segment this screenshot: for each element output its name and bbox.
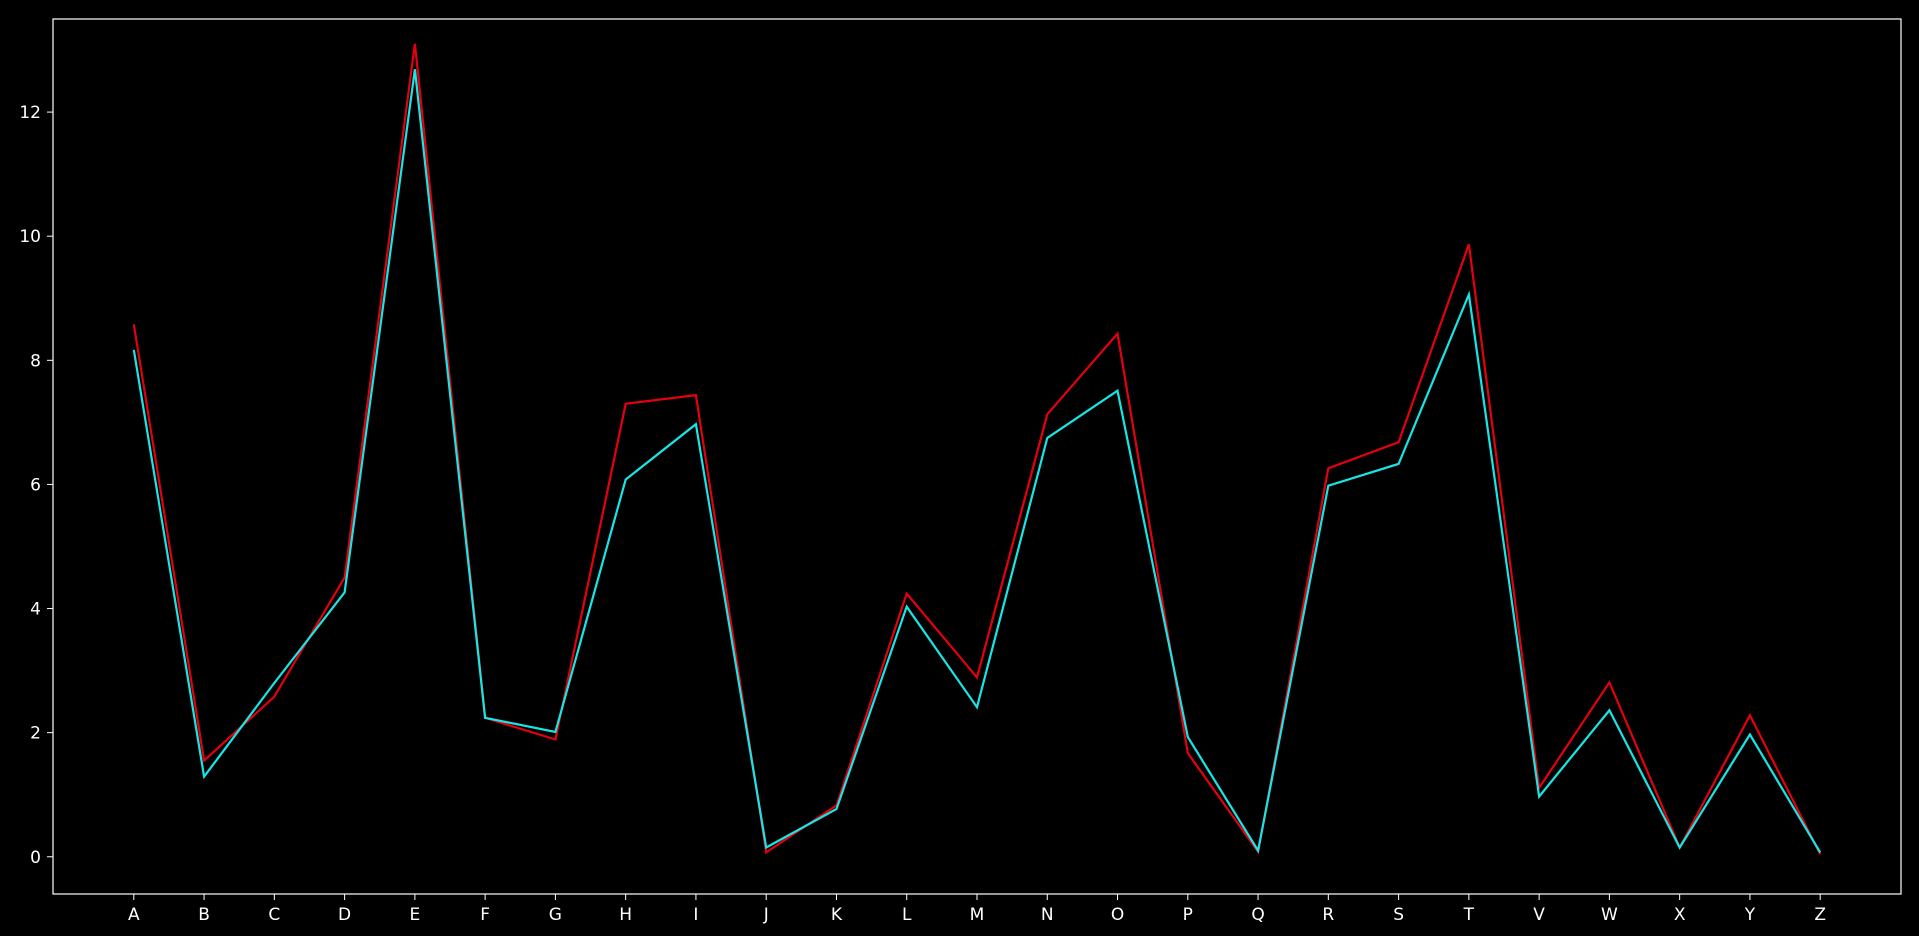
plot-frame <box>53 19 1901 894</box>
x-tick-label: N <box>1041 905 1054 925</box>
x-tick-label: Z <box>1814 905 1826 925</box>
x-tick-label: W <box>1601 905 1618 925</box>
x-tick-label: X <box>1674 905 1686 925</box>
y-tick-label: 10 <box>19 227 41 247</box>
x-tick-label: O <box>1111 905 1124 925</box>
x-tick-label: K <box>831 905 843 925</box>
x-tick-label: A <box>128 905 140 925</box>
y-tick-label: 6 <box>30 475 41 495</box>
y-tick-label: 12 <box>19 103 41 123</box>
x-tick-label: J <box>763 905 769 925</box>
series-line-1 <box>134 44 1820 855</box>
x-tick-label: S <box>1393 905 1404 925</box>
x-tick-label: F <box>480 905 490 925</box>
x-tick-label: I <box>693 905 698 925</box>
x-tick-label: C <box>268 905 280 925</box>
y-tick-label: 2 <box>30 724 41 744</box>
x-tick-label: Q <box>1251 905 1264 925</box>
series-group <box>134 44 1820 855</box>
x-tick-label: Y <box>1744 905 1756 925</box>
x-tick-label: E <box>409 905 420 925</box>
x-tick-label: M <box>970 905 985 925</box>
x-tick-label: D <box>338 905 351 925</box>
x-tick-label: B <box>198 905 210 925</box>
y-tick-label: 4 <box>30 600 41 620</box>
x-tick-label: G <box>549 905 562 925</box>
x-tick-label: P <box>1183 905 1193 925</box>
y-tick-label: 0 <box>30 848 41 868</box>
x-tick-label: V <box>1533 905 1545 925</box>
y-axis: 0 2 4 6 8 10 12 <box>19 103 53 868</box>
x-tick-label: H <box>619 905 632 925</box>
x-tick-label: L <box>902 905 912 925</box>
x-tick-label: T <box>1463 905 1475 925</box>
x-tick-label: R <box>1322 905 1334 925</box>
y-tick-label: 8 <box>30 351 41 371</box>
series-line-2 <box>134 69 1820 852</box>
